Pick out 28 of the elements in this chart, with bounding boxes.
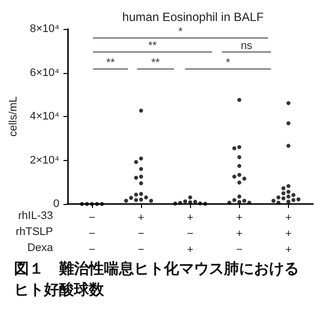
y-tick-label: 0	[53, 198, 60, 210]
significance-bracket: *	[93, 26, 268, 38]
caption: 図１ 難治性喘息ヒト化マウス肺におけるヒト好酸球数	[14, 260, 299, 298]
text: rhIL-33	[18, 210, 53, 222]
significance-bracket: ns	[222, 40, 271, 52]
y-axis-title: cells/mL	[8, 96, 20, 137]
significance-bracket: *	[185, 57, 271, 70]
annotation: *	[178, 26, 184, 38]
x-tick-label: + − −	[138, 212, 144, 256]
y-tick-label: 2×10⁴	[30, 154, 60, 166]
significance-bracket: **	[137, 57, 174, 70]
significance-bracket: **	[93, 40, 212, 52]
significance-bracket: **	[93, 57, 128, 70]
annotation: **	[151, 57, 160, 69]
x-tick-label: + + −	[236, 212, 243, 256]
annotation: ns	[240, 40, 253, 52]
annotation: **	[148, 40, 158, 52]
y-tick-label: 8×10⁴	[30, 23, 60, 35]
text: rhTSLP	[16, 226, 53, 238]
y-tick-label: 6×10⁴	[30, 66, 60, 79]
x-tick-label: + − +	[186, 212, 194, 256]
y-tick-label: 4×10⁴	[30, 110, 60, 122]
x-tick-label: + + +	[285, 212, 292, 256]
x-tick-label: − − −	[88, 212, 96, 256]
annotation: **	[106, 57, 116, 69]
chart-title: human Eosinophil in BALF	[122, 10, 264, 24]
annotation: *	[226, 57, 231, 69]
text: Dexa	[27, 242, 54, 254]
